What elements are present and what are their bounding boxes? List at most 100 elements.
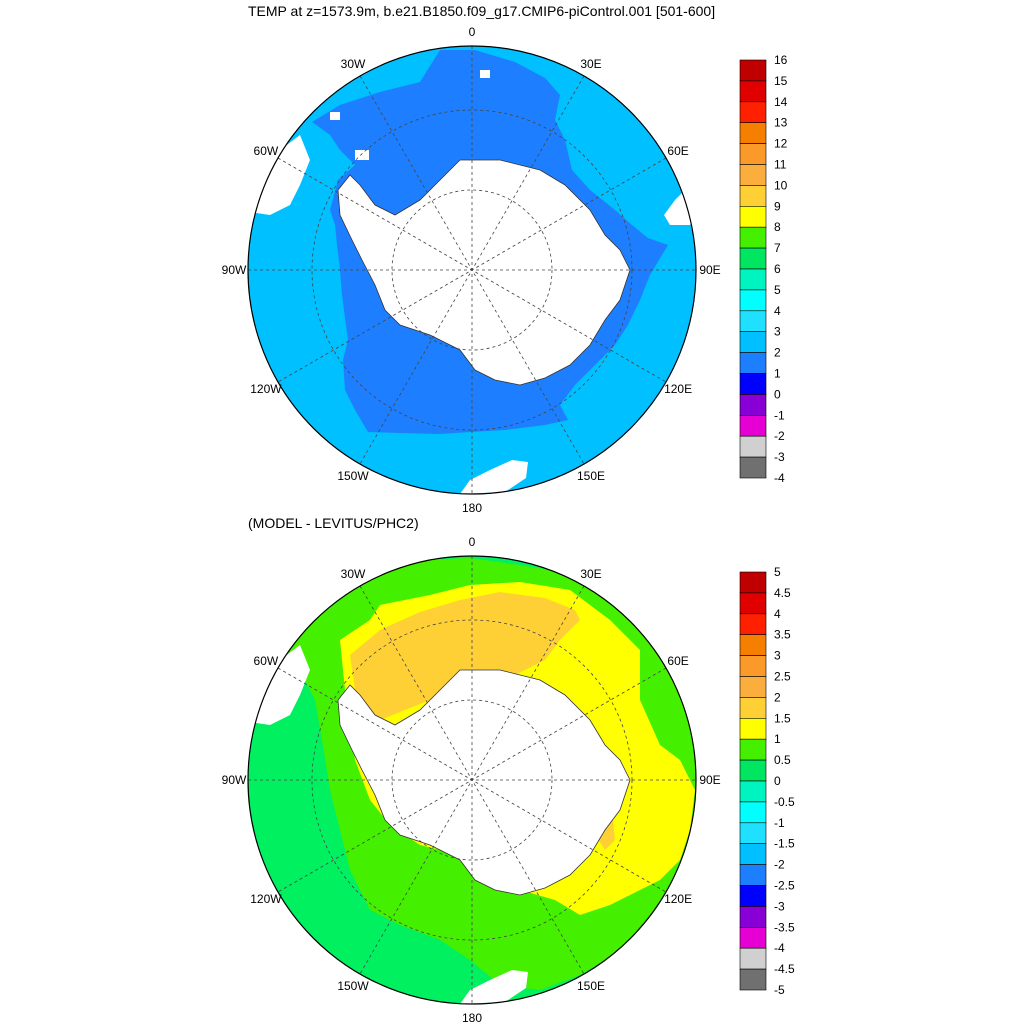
bottom-colorbar-label: 3 <box>774 649 781 663</box>
top-colorbar-label: 2 <box>774 346 781 360</box>
top-colorbar-swatch <box>739 185 767 207</box>
top-polar-map: 0 30E 60E 90E 120E 150E 180 150W 120W 90W 60W 30W <box>222 25 721 515</box>
top-colorbar-swatch <box>739 122 767 144</box>
bottom-colorbar-label: -3.5 <box>774 920 795 934</box>
top-colorbar-label: 0 <box>774 387 781 401</box>
bottom-colorbar-swatch <box>739 655 767 677</box>
bottom-colorbar-label: 2 <box>774 690 781 704</box>
top-colorbar-swatch <box>739 289 767 312</box>
bottom-lon-label: 150W <box>337 979 369 993</box>
bottom-colorbar-label: -5 <box>774 983 785 997</box>
bottom-colorbar-label: -0.5 <box>774 795 795 809</box>
bottom-colorbar-label: -3 <box>774 899 785 913</box>
bottom-lon-label: 60E <box>667 654 688 668</box>
top-colorbar-swatch <box>739 331 767 353</box>
top-colorbar-label: 4 <box>774 304 781 318</box>
bottom-colorbar-label: 1 <box>774 732 781 746</box>
top-colorbar-swatch <box>739 373 767 395</box>
bottom-colorbar-swatch <box>739 697 767 719</box>
bottom-colorbar-label: 3.5 <box>774 628 791 642</box>
bottom-colorbar-swatch <box>739 759 767 782</box>
top-colorbar-swatch <box>739 247 767 270</box>
bottom-land-new-zealand <box>460 970 528 1004</box>
bottom-colorbar-swatch <box>739 780 767 803</box>
bottom-land-antarctica <box>337 669 631 896</box>
bottom-colorbar-label: -4 <box>774 941 785 955</box>
top-map-title: TEMP at z=1573.9m, b.e21.B1850.f09_g17.C… <box>248 3 716 19</box>
bottom-lon-label: 150E <box>577 979 605 993</box>
top-lon-label: 150E <box>577 469 605 483</box>
top-colorbar-label: -1 <box>774 408 785 422</box>
top-lon-label: 90W <box>222 263 247 277</box>
top-colorbar-swatch <box>739 456 767 479</box>
bottom-colorbar-swatch <box>739 592 767 615</box>
top-colorbar-label: 5 <box>774 283 781 297</box>
bottom-anomaly-orange-region <box>350 592 580 720</box>
bottom-map-border <box>247 555 697 1005</box>
bottom-graticule <box>248 556 696 1004</box>
top-lon-label: 90E <box>699 263 720 277</box>
bottom-lon-label: 30E <box>580 567 601 581</box>
bottom-lon-label: 90E <box>699 773 720 787</box>
bottom-colorbar-swatch <box>739 947 767 970</box>
bottom-map-title: (MODEL - LEVITUS/PHC2) <box>248 515 419 531</box>
bottom-colorbar-label: 4 <box>774 607 781 621</box>
top-colorbar-label: 14 <box>774 95 788 109</box>
top-colorbar-label: 15 <box>774 74 788 88</box>
top-colorbar-swatch <box>739 143 767 165</box>
top-lon-label: 30E <box>580 57 601 71</box>
top-colorbar-swatch <box>739 59 767 82</box>
bottom-colorbar-label: 4.5 <box>774 586 791 600</box>
top-land-antarctica <box>337 159 631 386</box>
top-lon-label: 150W <box>337 469 369 483</box>
bottom-lon-label: 60W <box>254 654 279 668</box>
top-colorbar-label: 9 <box>774 199 781 213</box>
top-colorbar-label: 3 <box>774 325 781 339</box>
top-colorbar-swatch <box>739 206 767 228</box>
bottom-colorbar-label: -4.5 <box>774 962 795 976</box>
top-island-patch-2 <box>355 150 369 160</box>
bottom-colorbar-label: 5 <box>774 565 781 579</box>
bottom-colorbar-label: -2.5 <box>774 879 795 893</box>
bottom-colorbar-swatch <box>739 801 767 824</box>
top-lon-label: 180 <box>462 501 482 515</box>
top-lon-label: 60E <box>667 144 688 158</box>
bottom-lon-label: 90W <box>222 773 247 787</box>
top-graticule <box>248 46 696 494</box>
top-colorbar-label: 11 <box>774 158 787 172</box>
bottom-colorbar: 5 4.5 4 3.5 3 2.5 2 1.5 1 0.5 0 -0.5 -1 -1.5 -2 -2.5 -3 -… <box>739 565 795 997</box>
top-colorbar-label: -2 <box>774 429 785 443</box>
bottom-colorbar-swatch <box>739 926 767 949</box>
bottom-colorbar-label: -1.5 <box>774 837 795 851</box>
top-colorbar-swatch <box>739 394 767 416</box>
bottom-colorbar-swatch <box>739 843 767 865</box>
bottom-polar-map: 0 30E 60E 90E 120E 150E 180 150W 120W 90W 60W 30W <box>222 535 721 1024</box>
top-land-south-america <box>250 135 310 215</box>
bottom-lon-label: 120E <box>664 892 692 906</box>
top-colorbar-swatch <box>739 226 767 249</box>
top-colorbar-swatch <box>739 414 767 437</box>
top-lon-label: 30W <box>341 57 366 71</box>
bottom-colorbar-label: 1.5 <box>774 711 791 725</box>
bottom-colorbar-swatch <box>739 885 767 907</box>
top-island-patch-3 <box>330 112 340 120</box>
top-colorbar-swatch <box>739 435 767 458</box>
top-colorbar-swatch <box>739 101 767 124</box>
top-colorbar-swatch <box>739 352 767 374</box>
bottom-colorbar-swatch <box>739 717 767 740</box>
bottom-land-south-america <box>250 645 310 725</box>
bottom-colorbar-label: 2.5 <box>774 670 791 684</box>
bottom-lon-label: 30W <box>341 567 366 581</box>
bottom-colorbar-swatch <box>739 968 767 991</box>
bottom-longitude-labels: 0 30E 60E 90E 120E 150E 180 150W 120W 90W 60W 30W <box>222 535 721 1024</box>
bottom-colorbar-swatch <box>739 738 767 761</box>
top-colorbar-label: 6 <box>774 262 781 276</box>
bottom-colorbar-swatch <box>739 864 767 886</box>
bottom-lon-label: 180 <box>462 1011 482 1024</box>
top-map-border <box>247 45 697 495</box>
top-colorbar-swatch <box>739 80 767 103</box>
bottom-colorbar-label: -2 <box>774 858 785 872</box>
bottom-colorbar-swatch <box>739 676 767 698</box>
